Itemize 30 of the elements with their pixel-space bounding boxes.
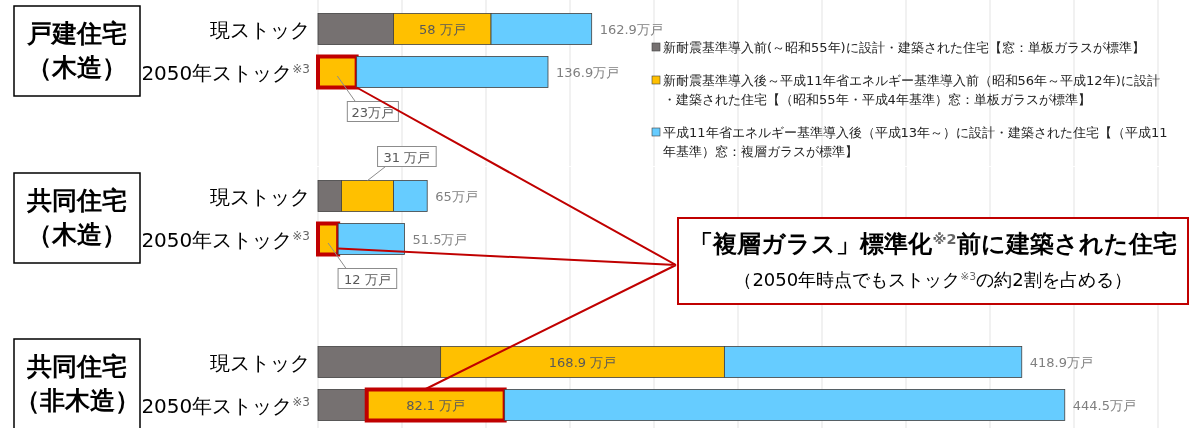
data-label: 58 万戸 bbox=[418, 22, 466, 37]
bar bbox=[317, 389, 368, 421]
y-tick-label: 2050年ストック$^{※3}$ bbox=[141, 394, 310, 418]
total-label: 136.9万戸 bbox=[555, 65, 620, 80]
total-label: 418.9万戸 bbox=[1029, 355, 1093, 370]
text: （2050年時点でもストック$^{※3}$の約2割を占める） bbox=[734, 269, 1132, 290]
text: 共同住宅（非木造） bbox=[14, 352, 140, 415]
y-tick-label: 現ストック bbox=[210, 185, 310, 209]
bar bbox=[356, 56, 549, 88]
data-label: 31 万戸 bbox=[383, 149, 431, 165]
total-label: 162.9万戸 bbox=[599, 22, 663, 37]
data-label: 12 万戸 bbox=[344, 271, 391, 287]
legend-label: 平成11年省エネルギー基準導入後（平成13年～）に設計・建築された住宅【（平成11年基準）窓：複層ガラスが標準】 bbox=[663, 125, 1168, 159]
total-label: 444.5万戸 bbox=[1072, 398, 1136, 413]
data-label: 82.1 万戸 bbox=[406, 398, 466, 413]
text: 共同住宅（木造） bbox=[26, 186, 127, 249]
y-tick-label: 2050年ストック$^{※3}$ bbox=[141, 228, 310, 252]
y-tick-label: 現ストック bbox=[210, 18, 310, 42]
y-tick-label: 現ストック bbox=[210, 351, 310, 375]
y-tick-label: 2050年ストック$^{※3}$ bbox=[141, 61, 310, 85]
data-label: 23万戸 bbox=[351, 104, 395, 120]
total-label: 51.5万戸 bbox=[412, 232, 468, 247]
legend-label: 新耐震基準導入後～平成11年省エネルギー基準導入前（昭和56年～平成12年)に設計・建築された住宅【（昭和55年・平成4年基準）窓：単板ガラスが標準】 bbox=[663, 73, 1160, 107]
total-label: 65万戸 bbox=[435, 189, 478, 204]
bar bbox=[504, 389, 1066, 421]
annotation: 「複層ガラス」標準化$^{※2}$前に建築された住宅 bbox=[689, 230, 1177, 258]
text: 戸建住宅（木造） bbox=[26, 19, 127, 82]
legend-label: 新耐震基準導入前(～昭和55年)に設計・建築された住宅【窓：単板ガラスが標準】 bbox=[663, 40, 1145, 55]
data-label: 168.9 万戸 bbox=[548, 355, 617, 370]
bar bbox=[337, 223, 405, 255]
